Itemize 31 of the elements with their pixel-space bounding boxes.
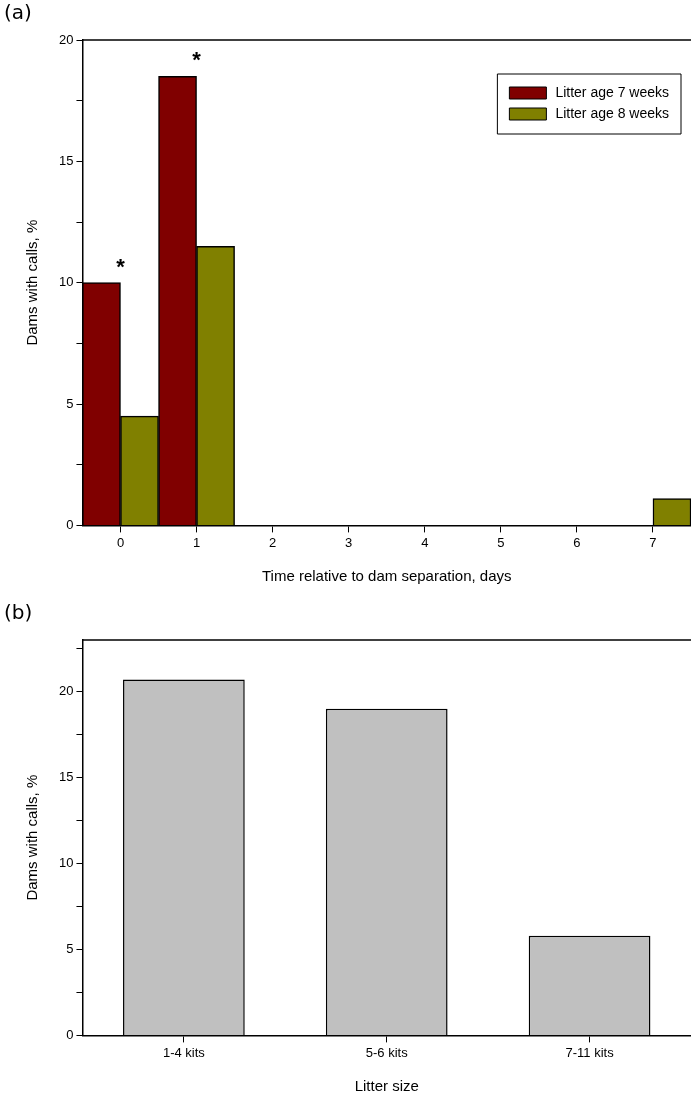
- legend-label: Litter age 8 weeks: [555, 104, 669, 121]
- x-tick-label: 6: [573, 534, 581, 550]
- y-tick-label: 10: [58, 274, 74, 290]
- y-tick-label: 10: [58, 855, 74, 871]
- x-tick-label: 1: [192, 534, 201, 550]
- x-tick-label: 7-11 kits: [565, 1044, 615, 1060]
- y-tick-label: 5: [66, 395, 74, 411]
- chart-title: (b): [4, 600, 33, 624]
- x-tick-label: 5: [497, 534, 505, 550]
- y-tick-label: 20: [58, 31, 74, 47]
- chart-title: (a): [4, 0, 32, 24]
- legend-label: Litter age 7 weeks: [555, 83, 669, 100]
- x-axis-title: Time relative to dam separation, days: [261, 567, 512, 585]
- x-tick-label: 5-6 kits: [365, 1044, 409, 1060]
- y-tick-label: 20: [58, 683, 74, 699]
- x-axis-title: Litter size: [354, 1077, 419, 1095]
- annotation: *: [192, 47, 202, 73]
- x-tick-label: 3: [345, 534, 353, 550]
- y-axis-title: Dams with calls, %: [23, 774, 41, 901]
- y-tick-label: 15: [58, 152, 74, 168]
- y-tick-label: 0: [66, 1026, 74, 1042]
- x-tick-label: 7: [649, 534, 657, 550]
- x-tick-label: 1-4 kits: [162, 1044, 206, 1060]
- x-tick-label: 4: [421, 534, 429, 550]
- x-tick-label: 0: [116, 534, 125, 550]
- y-tick-label: 15: [58, 769, 74, 785]
- annotation: *: [116, 253, 126, 279]
- x-tick-label: 2: [269, 534, 277, 550]
- y-tick-label: 0: [66, 516, 74, 532]
- y-tick-label: 5: [66, 941, 74, 957]
- y-axis-title: Dams with calls, %: [23, 219, 41, 346]
